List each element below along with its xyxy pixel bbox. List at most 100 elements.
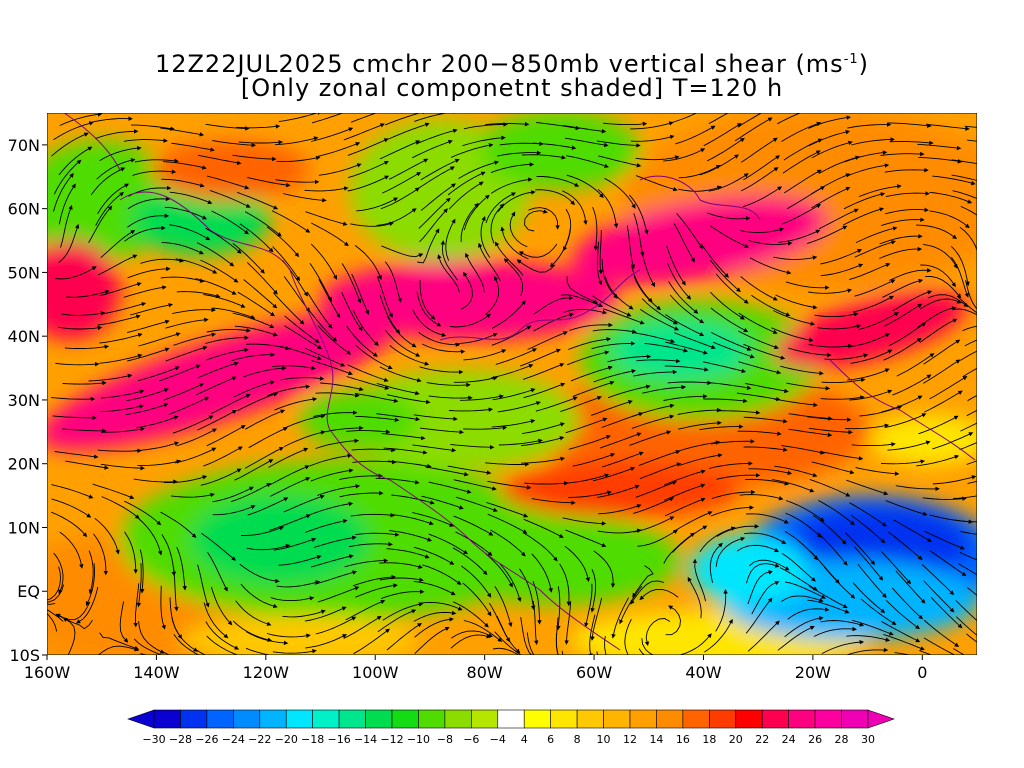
streamline <box>382 602 424 621</box>
streamline <box>51 132 89 157</box>
streamline <box>820 263 864 277</box>
streamline <box>560 395 602 413</box>
streamline <box>808 115 852 129</box>
streamline <box>283 414 326 430</box>
streamline <box>590 569 597 613</box>
streamline <box>859 405 903 417</box>
lat-tick-label: 10N <box>8 518 40 537</box>
colorbar-bin <box>180 709 208 729</box>
streamline <box>163 383 205 401</box>
streamline <box>90 167 126 196</box>
streamline <box>419 601 463 611</box>
streamline <box>633 516 675 533</box>
streamline <box>777 113 802 125</box>
streamline <box>417 228 440 264</box>
streamline <box>676 213 703 249</box>
streamline <box>490 529 526 557</box>
streamline <box>888 322 927 347</box>
streamline <box>783 138 823 161</box>
colorbar-label: −10 <box>407 733 430 746</box>
streamline <box>748 240 793 246</box>
streamline <box>172 307 216 315</box>
streamline <box>666 245 686 286</box>
streamline <box>737 430 782 436</box>
lat-tick-label: 10S <box>9 646 40 665</box>
streamline <box>138 621 165 654</box>
streamline <box>247 497 289 516</box>
streamline <box>607 354 652 363</box>
streamline <box>354 245 382 280</box>
streamline <box>53 159 82 195</box>
streamline <box>663 148 706 162</box>
lat-tick-label: 60N <box>8 200 40 219</box>
streamline <box>710 291 745 320</box>
streamline-layer <box>47 113 977 655</box>
colorbar-label: −30 <box>142 733 165 746</box>
streamline <box>709 542 723 583</box>
streamline <box>706 212 751 221</box>
streamline <box>448 181 484 210</box>
streamline <box>492 388 536 401</box>
streamline <box>950 256 969 298</box>
colorbar-label: 12 <box>623 733 637 746</box>
streamline <box>884 167 929 173</box>
streamline <box>416 291 442 327</box>
streamline <box>785 500 825 522</box>
streamline <box>133 478 178 484</box>
streamline <box>952 190 977 200</box>
streamline <box>630 264 653 303</box>
streamline <box>843 192 886 210</box>
streamline <box>929 191 973 204</box>
lon-tick-label: 120W <box>243 663 290 682</box>
streamline <box>172 415 214 434</box>
streamline <box>596 140 641 148</box>
streamline <box>704 618 733 653</box>
streamline <box>206 328 251 333</box>
streamline <box>675 125 716 145</box>
streamline <box>100 389 145 399</box>
streamline <box>849 389 893 401</box>
streamline <box>881 551 912 585</box>
streamline <box>820 620 865 627</box>
streamline <box>665 605 681 636</box>
streamline <box>888 268 932 281</box>
streamline <box>786 382 831 391</box>
streamline <box>521 154 567 160</box>
streamline <box>449 313 492 328</box>
streamline <box>601 258 618 299</box>
streamline <box>710 259 741 293</box>
streamline <box>129 302 174 316</box>
streamline <box>820 395 865 400</box>
streamline <box>99 353 143 364</box>
lon-tick-label: 140W <box>133 663 180 682</box>
streamline <box>533 312 574 332</box>
streamline <box>846 479 889 496</box>
colorbar-label: −26 <box>195 733 218 746</box>
streamline <box>412 512 455 527</box>
streamline <box>240 583 278 609</box>
streamline <box>160 276 205 283</box>
streamline <box>703 123 742 147</box>
streamline <box>677 440 721 452</box>
streamline <box>58 183 76 225</box>
streamline <box>269 514 311 531</box>
streamline <box>165 345 208 362</box>
streamline <box>347 160 389 179</box>
colorbar-label: 26 <box>808 733 822 746</box>
streamline <box>559 563 572 607</box>
streamline <box>171 617 198 652</box>
streamline <box>320 382 364 392</box>
streamline <box>743 155 781 181</box>
streamline <box>702 361 747 374</box>
streamline <box>920 264 956 288</box>
colorbar-left-arrow <box>127 709 155 729</box>
streamline <box>238 140 284 145</box>
streamline <box>346 429 391 434</box>
streamline <box>453 515 494 536</box>
colorbar-bin <box>418 709 446 729</box>
streamline <box>203 294 246 308</box>
streamline <box>454 332 498 344</box>
streamline <box>461 271 473 310</box>
streamline <box>593 550 616 588</box>
streamline <box>51 511 88 538</box>
